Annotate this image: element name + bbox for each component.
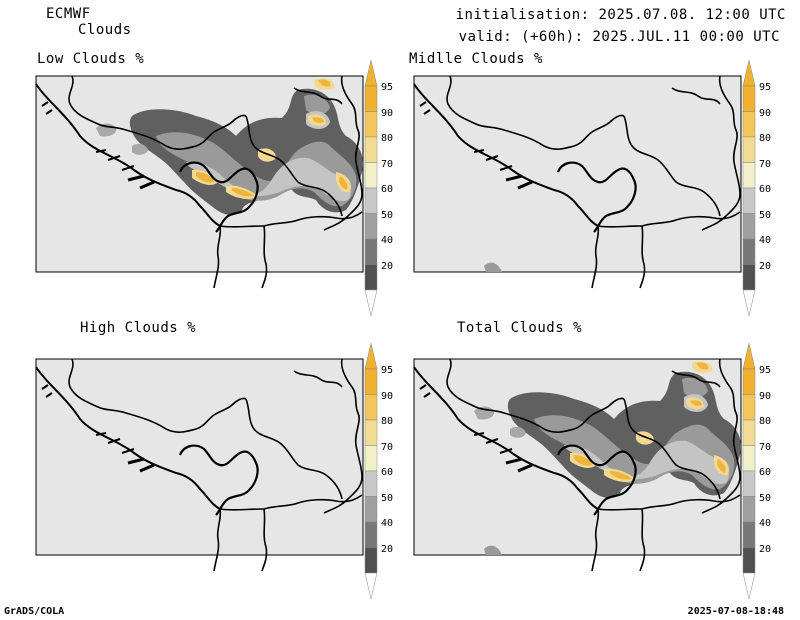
colorbar-tick-label-total: 80: [759, 416, 772, 427]
colorbar-tick-label-total: 90: [759, 390, 772, 402]
footer-timestamp: 2025-07-08-18:48: [687, 606, 784, 617]
colorbar-low: [364, 59, 378, 317]
panel-title-high: High Clouds %: [80, 320, 197, 336]
colorbar-tick-label-high: 60: [381, 467, 394, 478]
colorbar-tick-label-middle: 20: [759, 260, 772, 272]
colorbar-tick-label-middle: 80: [759, 133, 772, 144]
colorbar-tick-label-middle: 40: [759, 235, 772, 246]
init-time: initialisation: 2025.07.08. 12:00 UTC: [455, 7, 786, 23]
map-middle-clouds: [412, 74, 742, 290]
colorbar-tick-label-total: 50: [759, 492, 772, 504]
colorbar-tick-label-total: 95: [759, 365, 772, 376]
model-label: ECMWF: [46, 6, 91, 22]
colorbar-tick-label-low: 95: [381, 82, 394, 93]
colorbar-middle: [742, 59, 756, 317]
colorbar-tick-label-high: 40: [381, 518, 394, 529]
colorbar-tick-label-low: 40: [381, 235, 394, 246]
colorbar-tick-label-low: 20: [381, 260, 394, 272]
colorbar-tick-label-total: 60: [759, 467, 772, 478]
colorbar-tick-label-middle: 90: [759, 107, 772, 119]
colorbar-tick-label-middle: 60: [759, 184, 772, 195]
colorbar-tick-label-high: 95: [381, 365, 394, 376]
colorbar-tick-label-low: 80: [381, 133, 394, 144]
colorbar-tick-label-total: 70: [759, 441, 772, 453]
map-high-clouds: [34, 357, 364, 573]
colorbar-high: [364, 342, 378, 600]
colorbar-tick-label-low: 70: [381, 158, 394, 170]
footer-credit: GrADS/COLA: [4, 606, 65, 617]
panel-title-total: Total Clouds %: [457, 320, 583, 336]
colorbar-tick-label-middle: 70: [759, 158, 772, 170]
colorbar-tick-label-low: 50: [381, 209, 394, 221]
valid-time: valid: (+60h): 2025.JUL.11 00:00 UTC: [458, 29, 780, 45]
colorbar-tick-label-high: 90: [381, 390, 394, 402]
colorbar-tick-label-middle: 95: [759, 82, 772, 93]
map-low-clouds: [34, 74, 364, 290]
colorbar-tick-label-low: 60: [381, 184, 394, 195]
colorbar-tick-label-low: 90: [381, 107, 394, 119]
colorbar-tick-label-total: 40: [759, 518, 772, 529]
colorbar-tick-label-high: 70: [381, 441, 394, 453]
colorbar-tick-label-high: 20: [381, 543, 394, 555]
colorbar-total: [742, 342, 756, 600]
colorbar-tick-label-high: 50: [381, 492, 394, 504]
colorbar-tick-label-total: 20: [759, 543, 772, 555]
panel-title-low: Low Clouds %: [37, 51, 145, 67]
map-total-clouds: [412, 357, 742, 573]
colorbar-tick-label-high: 80: [381, 416, 394, 427]
colorbar-tick-label-middle: 50: [759, 209, 772, 221]
product-label: Clouds: [78, 22, 132, 38]
panel-title-middle: Midlle Clouds %: [409, 51, 543, 67]
